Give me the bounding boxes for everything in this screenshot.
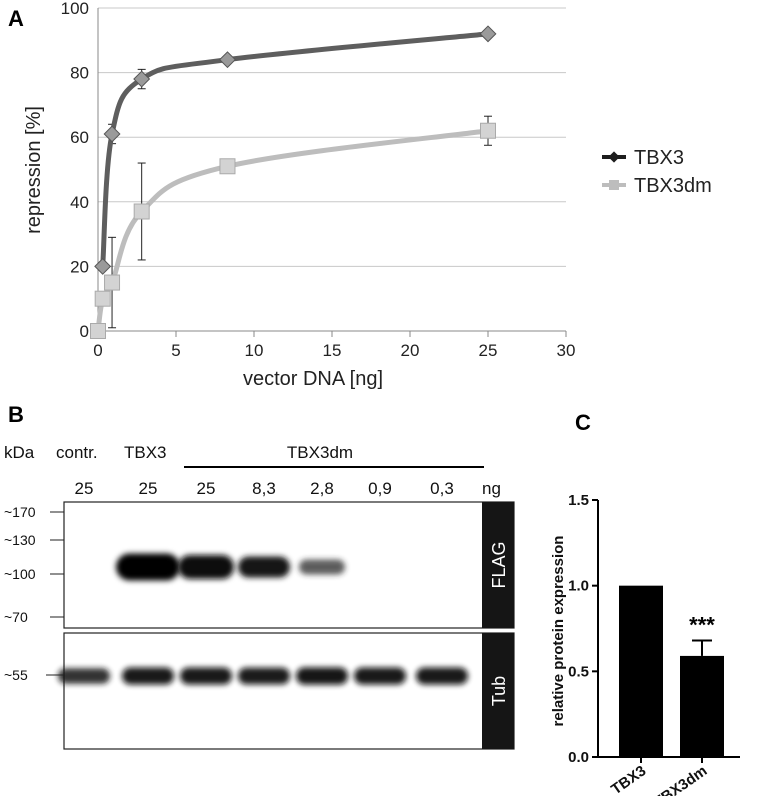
tub-band [238,667,290,685]
bar-tbx3dm [680,655,724,757]
relative-expression-bar-chart: C relative protein expression 0.0 0.5 1.0 1… [550,410,740,796]
flag-side-tab [482,502,514,628]
lane-amount-labels: 25 25 25 8,3 2,8 0,9 0,3 [75,479,454,498]
a-gridlines [98,7,566,267]
tbx3-point [133,70,151,88]
flag-band [238,556,290,578]
a-y-tick-label: 100 [61,0,89,18]
lane-amount-label: 25 [139,479,158,498]
significance-annotation: *** [689,612,715,637]
marker-70: ~70 [4,609,28,625]
flag-side-label: FLAG [489,541,509,588]
lane-amount-label: 0,3 [430,479,454,498]
repression-line-chart: A 0 20 40 60 80 100 0 5 10 15 20 25 30 repression [… [8,0,712,390]
a-x-tick-label: 10 [245,341,264,360]
lane-amount-label: 0,9 [368,479,392,498]
marker-130: ~130 [4,532,36,548]
tbx3dm-point [104,274,121,291]
western-blot: B kDa contr. TBX3 TBX3dm 25 25 25 8,3 2,8 0,9… [4,402,515,750]
tub-band [416,667,468,685]
group-label-tbx3dm: TBX3dm [287,443,353,462]
a-x-tick-label: 0 [93,341,102,360]
marker-100: ~100 [4,566,36,582]
lane-amount-label: 2,8 [310,479,334,498]
tbx3-point [479,25,497,43]
bar-tbx3 [619,585,663,757]
tbx3-line [100,31,491,269]
tbx3dm-point [219,158,236,175]
tub-blot-frame [63,632,515,750]
panel-label-c: C [575,410,591,435]
legend-label-tbx3dm: TBX3dm [634,175,712,197]
marker-labels: ~170 ~130 ~100 ~70 ~55 [4,504,64,683]
tub-band [354,667,406,685]
flag-band [178,555,234,579]
a-y-tick-labels: 0 20 40 60 80 100 [61,0,89,341]
tbx3-point [94,257,112,275]
flag-band [299,559,345,575]
legend-marker-tbx3dm [609,180,619,190]
a-y-axis-label: repression [%] [23,106,45,234]
c-x-tick-labels: TBX3 TBX3dm [608,762,710,796]
a-x-axis-label: vector DNA [ng] [243,368,383,390]
panel-label-a: A [8,6,24,31]
group-label-tbx3: TBX3 [124,443,167,462]
c-y-tick-labels: 0.0 0.5 1.0 1.5 [568,492,589,766]
tub-side-label: Tub [489,676,509,706]
c-x-tick-label-tbx3dm: TBX3dm [651,762,711,796]
kda-label: kDa [4,443,35,462]
tub-band [122,667,174,685]
tbx3dm-point [90,323,106,339]
a-x-tick-label: 25 [479,341,498,360]
lane-unit-label: ng [482,479,501,498]
tbx3dm-point [480,122,496,139]
a-y-tick-label: 20 [70,257,89,276]
a-legend: TBX3 TBX3dm [602,147,712,197]
c-y-tick-label: 1.5 [568,492,589,509]
c-y-tick-label: 1.0 [568,578,589,595]
a-y-tick-label: 60 [70,128,89,147]
tbx3dm-line [95,128,491,334]
c-y-tick-label: 0.0 [568,749,589,766]
group-label-contr: contr. [56,443,98,462]
tub-bands [58,667,468,685]
lane-amount-label: 25 [197,479,216,498]
a-y-tick-label: 40 [70,193,89,212]
tbx3dm-point [133,203,150,220]
a-x-tick-label: 15 [323,341,342,360]
tub-band [58,668,110,684]
c-y-axis-label: relative protein expression [550,536,567,727]
c-y-tick-label: 0.5 [568,663,589,680]
flag-band [116,553,180,581]
marker-170: ~170 [4,504,36,520]
legend-marker-tbx3 [608,151,620,163]
tub-band [296,667,348,685]
tub-side-tab [482,633,514,749]
marker-55: ~55 [4,667,28,683]
a-x-tick-labels: 0 5 10 15 20 25 30 [93,341,575,360]
a-y-tick-label: 80 [70,64,89,83]
tbx3-point [103,125,121,143]
a-y-tick-label: 0 [80,322,89,341]
tbx3dm-point [94,290,111,307]
c-bars: *** [619,585,724,757]
c-x-tick-label-tbx3: TBX3 [608,762,649,796]
legend-label-tbx3: TBX3 [634,147,684,169]
lane-amount-label: 8,3 [252,479,276,498]
panel-label-b: B [8,402,24,427]
a-x-tick-label: 20 [401,341,420,360]
a-x-tick-label: 5 [171,341,180,360]
a-series-layer [90,25,497,339]
lane-amount-label: 25 [75,479,94,498]
tbx3-point [218,51,236,69]
flag-bands [116,553,345,581]
tub-band [180,667,232,685]
a-axes [97,8,567,337]
a-x-tick-label: 30 [557,341,576,360]
